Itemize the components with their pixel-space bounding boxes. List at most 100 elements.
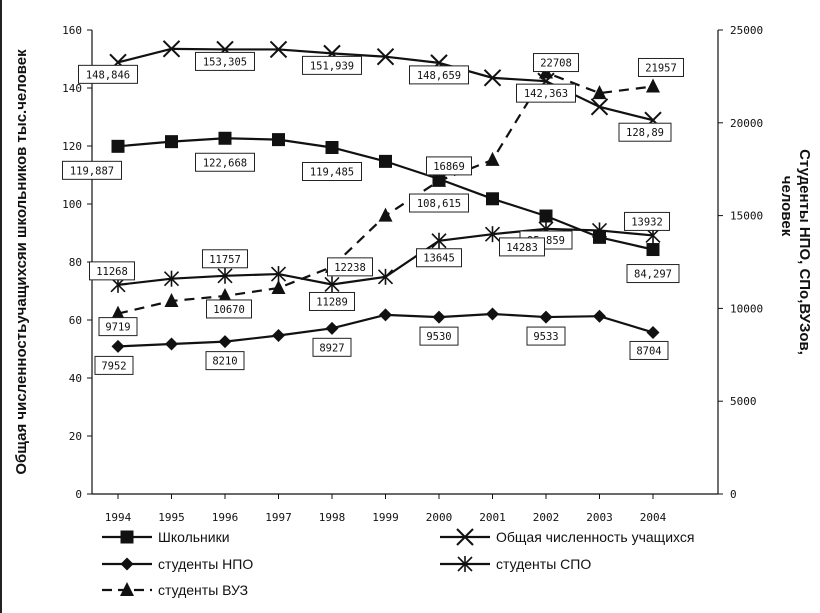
data-label-box (416, 248, 462, 268)
data-label-box (426, 156, 472, 176)
legend-label: студенты НПО (158, 556, 253, 572)
data-label-text: 21957 (645, 62, 677, 74)
data-label-box (309, 291, 355, 311)
data-label: 153,305 (195, 51, 255, 71)
x-tick-label: 2000 (426, 511, 453, 524)
data-label-text: 119,485 (310, 166, 354, 178)
data-label-box (312, 337, 352, 357)
series-point-0 (486, 192, 499, 206)
series-point-1 (376, 47, 395, 66)
data-label-box (638, 57, 684, 77)
data-label-text: 142,363 (524, 88, 568, 100)
data-label: 9533 (526, 326, 566, 346)
y-left-tick-label: 20 (69, 430, 82, 443)
data-label: 10670 (206, 299, 252, 319)
data-label: 9719 (98, 317, 138, 337)
series-point-3 (163, 270, 180, 287)
x-tick-label: 2001 (479, 511, 506, 524)
y-right-tick-label: 15000 (730, 210, 763, 223)
series-point-4 (164, 292, 179, 307)
data-label: 12238 (327, 257, 373, 277)
data-label-box (195, 152, 255, 172)
data-label: 108,615 (409, 193, 469, 213)
series-point-0 (646, 243, 660, 257)
data-label-text: 84,297 (634, 269, 672, 281)
series-point-4 (271, 279, 286, 294)
series-point-4 (432, 172, 446, 187)
data-label-box (526, 326, 566, 346)
series-point-0 (111, 139, 125, 153)
y-right-tick-label: 20000 (730, 117, 763, 130)
data-label-text: 16869 (433, 161, 465, 173)
data-label-box (419, 326, 459, 346)
x-tick-label: 1997 (265, 511, 292, 524)
x-tick-label: 1994 (105, 511, 132, 524)
data-label-text: 151,939 (310, 60, 354, 72)
legend-item: студенты НПО (102, 556, 253, 572)
data-label-text: 14283 (506, 242, 538, 254)
data-label-text: 119,887 (70, 165, 114, 177)
data-label: 142,363 (516, 83, 576, 103)
data-label: 13932 (624, 211, 670, 231)
series-point-4 (218, 287, 232, 302)
data-label: 11757 (202, 249, 248, 269)
y-left-tick-label: 0 (75, 488, 82, 501)
series-point-4 (485, 151, 500, 166)
x-tick-label: 2002 (533, 511, 560, 524)
data-label-text: 10670 (213, 304, 245, 316)
series-point-3 (270, 266, 287, 283)
series-point-3 (217, 267, 233, 284)
data-label: 11268 (89, 261, 135, 281)
y-left-tick-label: 160 (62, 24, 82, 37)
series-point-1 (483, 69, 502, 87)
data-label-box (195, 51, 255, 71)
y-right-tick-label: 5000 (730, 395, 757, 408)
y-left-axis-title: Общая численностьучащихсяи школьников ты… (13, 49, 30, 475)
series-point-2 (111, 339, 125, 353)
data-label: 122,668 (195, 152, 255, 172)
y-left-tick-label: 120 (62, 140, 82, 153)
series-point-1-stroke (483, 69, 502, 87)
data-label-box (206, 299, 252, 319)
series-point-1-stroke (269, 40, 288, 59)
legend-item: студенты СПО (440, 556, 591, 572)
y-left-tick-label: 40 (69, 372, 82, 385)
data-label: 119,887 (62, 160, 122, 180)
data-label-text: 122,668 (203, 157, 247, 169)
series-point-2 (165, 337, 178, 351)
data-label: 14283 (499, 237, 545, 257)
series-point-2 (272, 328, 285, 342)
series-point-4 (378, 207, 393, 222)
x-tick-label: 1999 (372, 511, 399, 524)
series-point-0 (379, 154, 392, 168)
data-label: 148,846 (78, 64, 138, 84)
y-right-tick-label: 10000 (730, 302, 763, 315)
data-label: 8927 (312, 337, 352, 357)
data-label: 8210 (205, 351, 245, 371)
series-point-4 (111, 305, 125, 320)
data-label-box (629, 340, 669, 360)
series-point-2 (325, 321, 339, 335)
data-label-box (618, 122, 672, 142)
series-point-1 (590, 98, 609, 116)
data-label-text: 12238 (334, 262, 366, 274)
data-label-box (409, 65, 469, 85)
series-point-1 (162, 40, 181, 58)
data-label-text: 22708 (540, 58, 572, 70)
data-label: 13645 (416, 248, 462, 268)
series-point-0 (325, 140, 339, 154)
data-label: 21957 (638, 57, 684, 77)
series-point-2 (432, 310, 446, 324)
data-label-text: 13932 (631, 216, 663, 228)
data-label-box (62, 160, 122, 180)
data-label-text: 11289 (316, 296, 348, 308)
data-label-box (409, 193, 469, 213)
data-label: 22708 (533, 53, 579, 73)
series-point-0 (165, 135, 178, 149)
data-label-box (302, 161, 362, 181)
data-label-text: 13645 (423, 253, 455, 265)
data-label-box (98, 317, 138, 337)
series-point-2 (379, 308, 392, 322)
x-tick-label: 1996 (212, 511, 239, 524)
